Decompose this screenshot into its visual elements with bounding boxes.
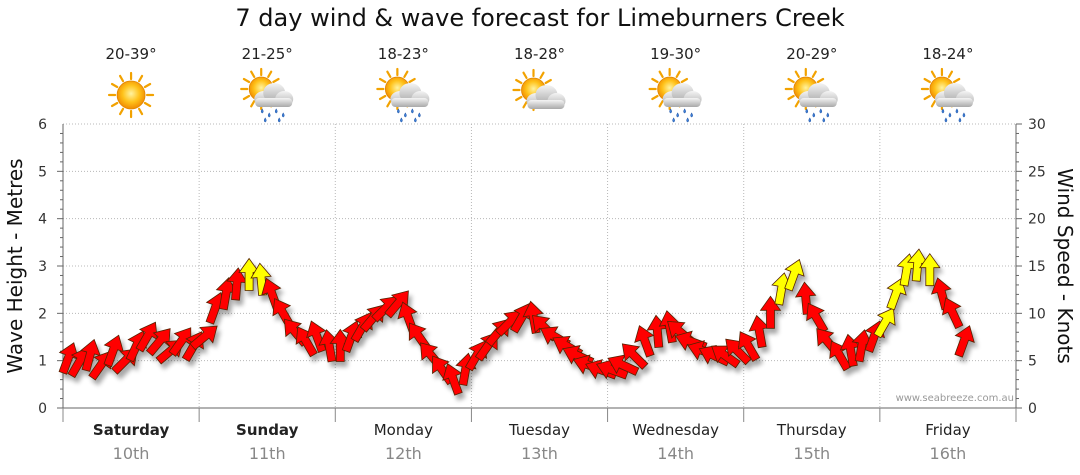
- day-date: 12th: [385, 444, 422, 463]
- wind-arrow: [886, 277, 907, 311]
- day-name: Sunday: [236, 421, 299, 439]
- right-tick-label: 15: [1028, 259, 1046, 275]
- daily-temperatures: 20-39° 21-25° 18-23° 18-28° 19-30° 20-29° 18-2…: [106, 45, 974, 63]
- day-temperature: 18-24°: [922, 45, 973, 63]
- day-name: Friday: [925, 421, 971, 439]
- wind-arrow: [954, 325, 975, 358]
- sun-cloud-rain-icon: [648, 67, 702, 123]
- right-tick-label: 25: [1028, 164, 1046, 180]
- sun-cloud-icon: [512, 68, 566, 112]
- day-name: Monday: [374, 421, 433, 439]
- wind-arrow: [250, 262, 272, 296]
- wind-arrow: [88, 350, 112, 381]
- right-tick-label: 0: [1028, 401, 1037, 417]
- right-tick-label: 10: [1028, 306, 1046, 322]
- sun-cloud-rain-icon: [920, 67, 974, 123]
- sun-cloud-rain-icon: [376, 67, 430, 123]
- left-tick-label: 2: [38, 306, 47, 322]
- day-temperature: 20-29°: [786, 45, 837, 63]
- sunny-icon: [107, 71, 155, 119]
- right-axis-ticks: 0 5 10 15 20 25 30: [1028, 117, 1046, 417]
- right-tick-label: 20: [1028, 212, 1046, 228]
- left-axis-title: Wave Height - Metres: [3, 158, 27, 373]
- wind-arrow: [189, 325, 218, 351]
- day-labels: Saturday 10th Sunday 11th Monday 12th Tuesday 1…: [93, 421, 971, 463]
- wind-arrow: [621, 343, 649, 370]
- left-tick-label: 3: [38, 259, 47, 275]
- right-tick-label: 5: [1028, 354, 1037, 370]
- day-date: 16th: [930, 444, 967, 463]
- day-name: Wednesday: [632, 421, 719, 439]
- day-temperature: 20-39°: [106, 45, 157, 63]
- wind-arrow: [784, 258, 805, 292]
- sun-cloud-rain-icon: [240, 67, 294, 123]
- wind-arrow: [919, 253, 941, 287]
- day-date: 10th: [113, 444, 150, 463]
- day-date: 15th: [793, 444, 830, 463]
- day-date: 13th: [521, 444, 558, 463]
- chart-title: 7 day wind & wave forecast for Limeburne…: [235, 4, 845, 32]
- wind-arrow: [634, 325, 655, 358]
- right-tick-label: 30: [1028, 117, 1046, 133]
- right-axis-title: Wind Speed - Knots: [1053, 168, 1077, 364]
- wind-arrow: [873, 307, 896, 339]
- wind-arrow: [145, 328, 171, 357]
- sun-cloud-rain-icon: [784, 67, 838, 123]
- credit-text: www.seabreeze.com.au: [896, 393, 1014, 404]
- day-temperature: 18-28°: [514, 45, 565, 63]
- wind-arrow: [759, 295, 782, 329]
- left-tick-label: 0: [38, 401, 47, 417]
- left-tick-label: 1: [38, 354, 47, 370]
- wind-arrow: [738, 331, 761, 363]
- day-temperature: 19-30°: [650, 45, 701, 63]
- left-tick-label: 4: [38, 212, 47, 228]
- day-date: 14th: [657, 444, 694, 463]
- axes: [57, 123, 1022, 422]
- left-tick-label: 5: [38, 164, 47, 180]
- weather-icons: [107, 67, 974, 123]
- day-name: Tuesday: [508, 421, 570, 439]
- wind-arrow: [942, 297, 964, 330]
- wind-arrows: [58, 248, 975, 396]
- day-temperature: 18-23°: [378, 45, 429, 63]
- day-name: Saturday: [93, 421, 170, 439]
- day-name: Thursday: [776, 421, 847, 439]
- left-tick-label: 6: [38, 117, 47, 133]
- left-axis-ticks: 0 1 2 3 4 5 6: [38, 117, 47, 417]
- day-date: 11th: [249, 444, 286, 463]
- day-temperature: 21-25°: [242, 45, 293, 63]
- grid-lines: [63, 123, 1016, 408]
